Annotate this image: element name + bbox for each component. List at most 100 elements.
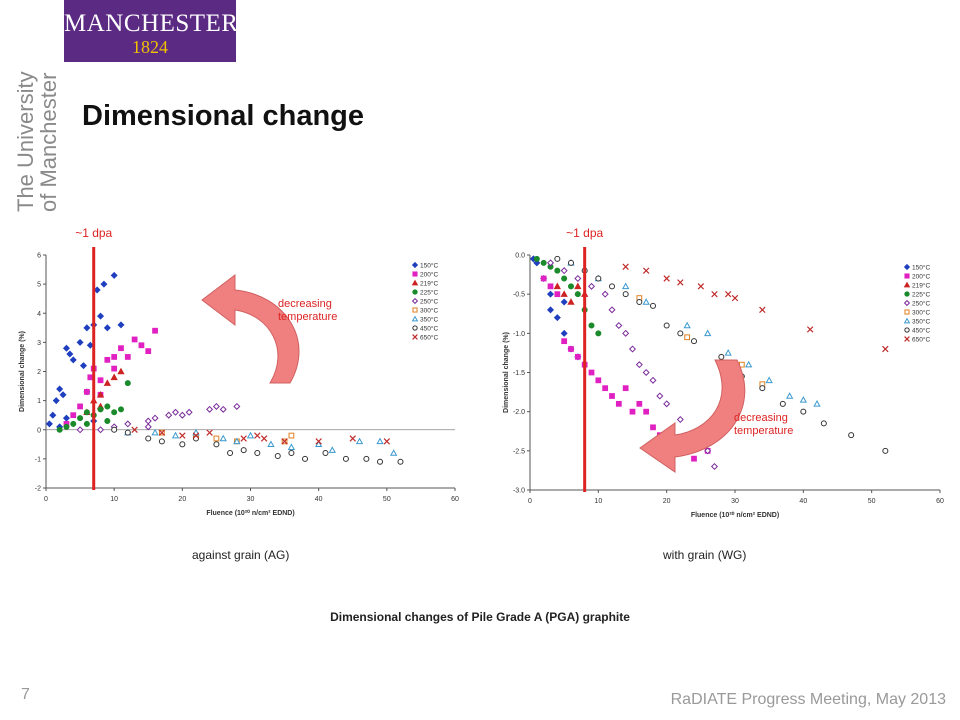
data-point	[704, 329, 712, 337]
data-point	[806, 326, 814, 333]
data-point	[588, 322, 595, 329]
series-350°C	[124, 428, 398, 456]
data-point	[70, 420, 77, 427]
x-tick-label: 20	[663, 498, 671, 505]
data-point	[683, 321, 691, 329]
data-point	[288, 432, 295, 439]
data-point	[233, 402, 241, 410]
data-point	[103, 324, 111, 332]
data-point	[622, 291, 629, 298]
data-point	[110, 373, 118, 381]
data-point	[691, 455, 697, 462]
data-point	[553, 314, 561, 322]
legend-label: 200°C	[420, 271, 438, 279]
data-point	[254, 432, 261, 439]
data-point	[636, 400, 643, 407]
data-point	[588, 369, 595, 376]
x-tick-label: 60	[451, 496, 459, 503]
data-point	[677, 279, 684, 286]
data-point	[363, 455, 370, 462]
x-tick-label: 40	[315, 496, 323, 503]
x-tick-label: 10	[594, 498, 602, 505]
data-point	[117, 367, 125, 375]
data-point	[533, 255, 540, 262]
data-point	[622, 263, 629, 270]
data-point	[587, 282, 596, 290]
data-point	[903, 299, 911, 307]
data-point	[267, 440, 275, 448]
data-point	[547, 283, 554, 290]
data-point	[724, 290, 732, 298]
data-point	[615, 400, 622, 407]
y-tick-label: -2.5	[513, 448, 525, 455]
x-axis-label: Fluence (10²⁰ n/cm² EDND)	[691, 511, 779, 519]
data-point	[642, 298, 650, 305]
data-point	[103, 379, 111, 386]
data-point	[412, 325, 418, 331]
data-point	[104, 417, 111, 425]
data-point	[731, 294, 739, 302]
y-tick-label: 0.0	[515, 253, 525, 260]
data-point	[724, 349, 732, 356]
data-point	[315, 440, 323, 448]
data-point	[560, 267, 568, 275]
data-point	[704, 447, 712, 455]
side-text-line-1: The University	[13, 71, 38, 212]
data-point	[227, 450, 234, 457]
legend-label: 250°C	[420, 298, 438, 306]
data-point	[62, 414, 70, 422]
series-150°C	[45, 271, 125, 431]
data-point	[561, 275, 568, 282]
y-tick-label: 1	[37, 398, 41, 405]
data-point	[97, 406, 104, 413]
data-point	[83, 324, 91, 332]
y-tick-label: 4	[37, 311, 41, 318]
data-point	[315, 438, 322, 445]
series-300°C	[159, 429, 295, 445]
logo-year: 1824	[132, 37, 168, 57]
data-point	[165, 411, 173, 419]
y-tick-label: -0.5	[513, 292, 525, 299]
data-point	[355, 437, 364, 445]
caption-with-grain: with grain (WG)	[663, 548, 747, 562]
data-point	[131, 426, 138, 433]
y-axis-label: Dimensional change (%)	[503, 332, 510, 413]
data-point	[656, 392, 664, 400]
data-point	[636, 298, 643, 306]
data-point	[172, 408, 180, 416]
data-point	[179, 432, 186, 439]
data-point	[546, 306, 555, 314]
data-point	[779, 400, 786, 407]
data-point	[567, 298, 575, 305]
legend-label: 350°C	[912, 318, 930, 326]
data-point	[76, 426, 84, 434]
data-point	[69, 356, 77, 364]
data-point	[213, 435, 220, 442]
x-axis-label: Fluence (10²⁰ n/cm² EDND)	[206, 509, 294, 517]
data-point	[233, 437, 241, 445]
data-point	[97, 377, 104, 384]
data-point	[848, 432, 855, 439]
data-point	[676, 415, 684, 424]
data-point	[710, 462, 719, 471]
data-point	[145, 435, 152, 442]
data-point	[179, 441, 186, 448]
data-point	[86, 341, 94, 349]
data-point	[595, 275, 602, 282]
x-tick-label: 40	[799, 498, 807, 505]
data-point	[96, 390, 105, 398]
data-point	[104, 356, 111, 363]
data-point	[213, 441, 220, 448]
x-tick-label: 30	[247, 496, 255, 503]
data-point	[376, 437, 384, 445]
y-tick-label: -3.0	[513, 488, 525, 495]
data-point	[390, 449, 398, 456]
data-point	[254, 450, 261, 457]
legend-label: 219°C	[912, 282, 930, 290]
legend-label: 225°C	[420, 289, 438, 297]
data-point	[759, 385, 766, 392]
legend-label: 300°C	[420, 307, 438, 315]
series-225°C	[533, 255, 602, 337]
manchester-logo: MANCHESTER 1824	[64, 0, 238, 62]
data-point	[158, 429, 166, 436]
